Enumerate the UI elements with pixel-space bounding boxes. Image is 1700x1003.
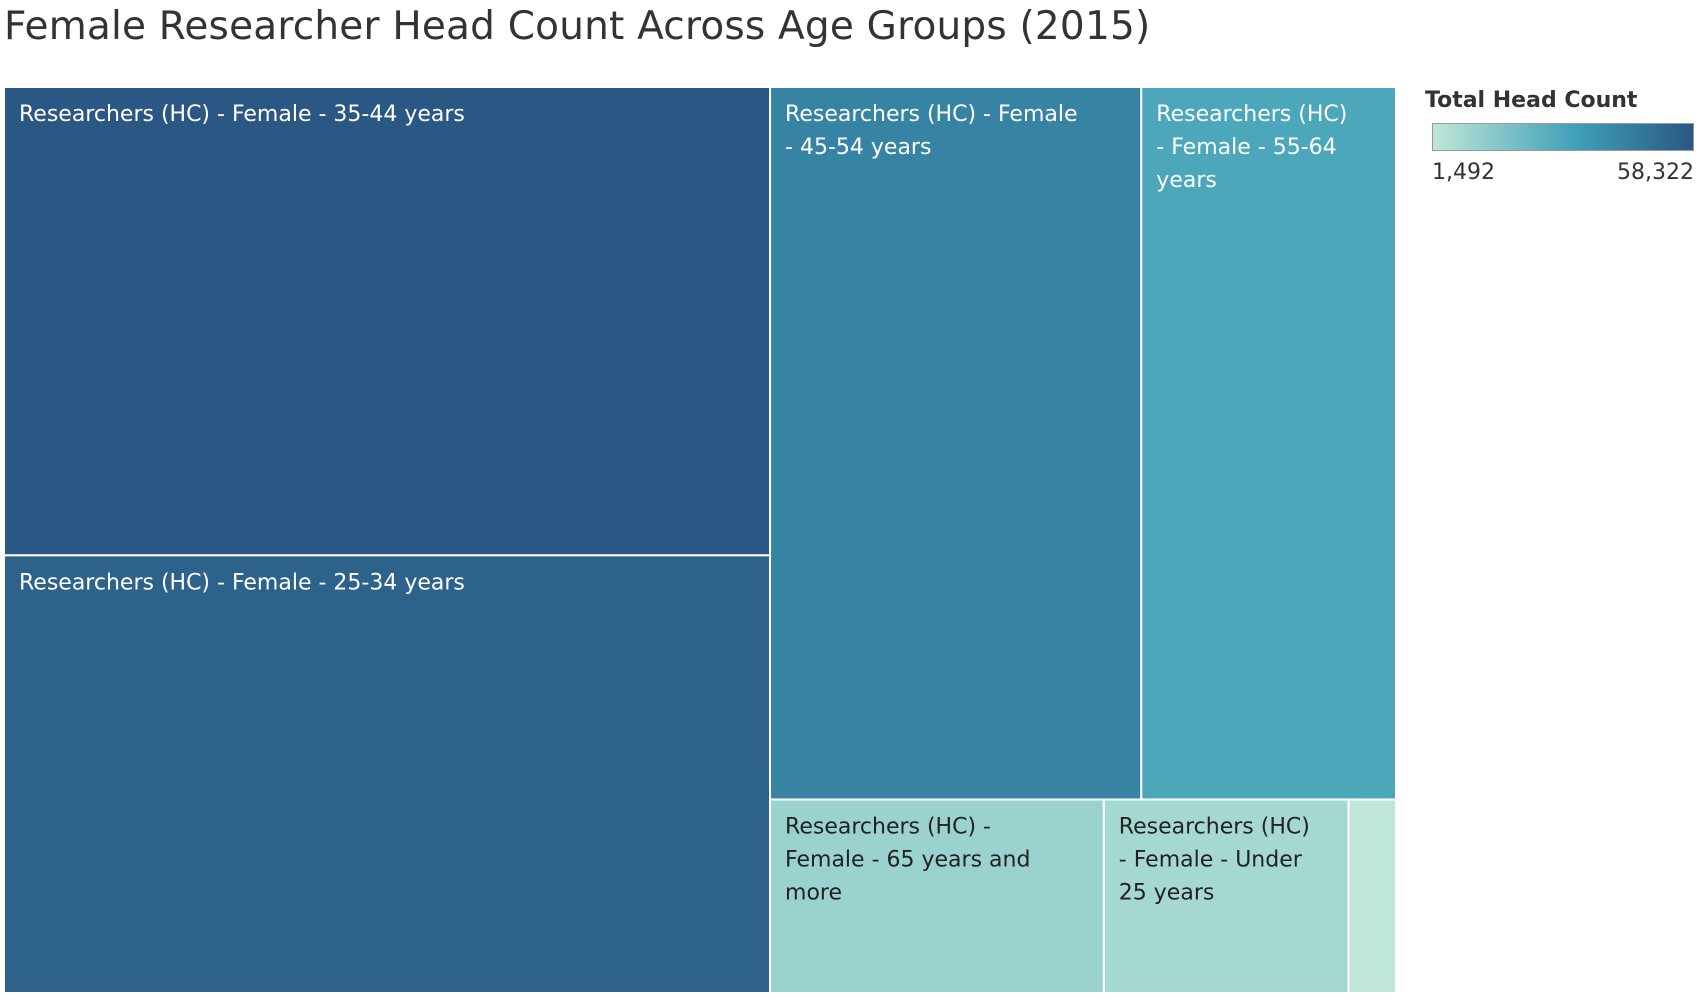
treemap-tile-label: Researchers (HC) - Female - 45-54 years xyxy=(785,102,1078,160)
treemap-rect xyxy=(1347,798,1398,994)
treemap-tile-label: Researchers (HC) - Female - 35-44 years xyxy=(19,102,465,127)
treemap-rect xyxy=(3,86,772,557)
legend-max-label: 58,322 xyxy=(1617,160,1694,185)
treemap-tile-label: Researchers (HC) -Female - 65 years and m… xyxy=(785,814,1030,905)
legend-min-label: 1,492 xyxy=(1432,160,1495,185)
treemap-tile-4: Researchers (HC) -Female - 65 years and m… xyxy=(769,798,1105,994)
treemap-tile-5: Researchers (HC) - Female - Under 25 years xyxy=(1102,798,1350,994)
treemap-tile-3: Researchers (HC) - Female - 55-64 years xyxy=(1140,86,1397,801)
treemap-tile-label: Researchers (HC) - Female - 55-64 years xyxy=(1156,102,1347,193)
chart-title: Female Researcher Head Count Across Age … xyxy=(4,4,1151,49)
treemap-tile-1: Researchers (HC) - Female - 25-34 years xyxy=(3,554,772,994)
treemap-rect xyxy=(1140,86,1397,801)
treemap-rect xyxy=(1102,798,1350,994)
treemap-tile-label: Researchers (HC) - Female - Under 25 years xyxy=(1119,814,1310,905)
treemap-tile-6 xyxy=(1347,798,1398,994)
treemap-tile-2: Researchers (HC) - Female - 45-54 years xyxy=(769,86,1143,801)
legend-title: Total Head Count xyxy=(1425,88,1638,113)
treemap-tile-label: Researchers (HC) - Female - 25-34 years xyxy=(19,570,465,595)
treemap-rect xyxy=(3,554,772,994)
treemap-tile-0: Researchers (HC) - Female - 35-44 years xyxy=(3,86,772,557)
treemap-rect xyxy=(769,86,1143,801)
legend-color-bar xyxy=(1432,123,1694,151)
